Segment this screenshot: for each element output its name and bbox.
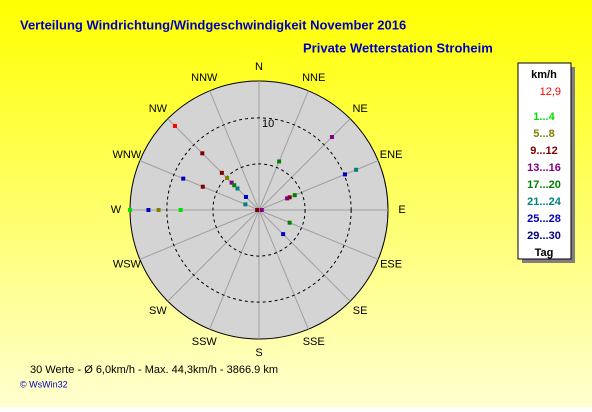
spoke <box>258 118 351 211</box>
data-point <box>225 176 230 181</box>
legend-box <box>517 62 572 260</box>
data-point <box>232 183 237 188</box>
spoke <box>209 90 260 211</box>
chart-title: Verteilung Windrichtung/Windgeschwindigk… <box>20 17 406 32</box>
legend-entry: 5...8 <box>533 128 554 140</box>
legend-entry: 29...30 <box>527 230 561 242</box>
direction-label: E <box>398 204 405 216</box>
data-point <box>235 186 240 191</box>
data-point <box>181 176 186 181</box>
legend-title: km/h <box>531 69 557 81</box>
legend-entry: Tag <box>535 247 554 259</box>
data-point <box>243 202 248 207</box>
direction-label: NE <box>352 103 367 115</box>
data-point <box>329 135 334 140</box>
credit: © WsWin32 <box>20 379 68 389</box>
data-point <box>287 220 292 225</box>
spoke <box>167 209 260 302</box>
direction-label: NW <box>149 103 168 115</box>
legend-entry: 13...16 <box>527 162 561 174</box>
data-point <box>354 167 359 172</box>
direction-label: SE <box>353 305 368 317</box>
data-point <box>146 208 151 212</box>
data-point <box>229 180 234 185</box>
r-tick-label: 10 <box>262 118 274 130</box>
spoke <box>258 160 379 211</box>
data-point <box>128 208 132 212</box>
data-point <box>285 196 290 201</box>
data-point <box>292 193 297 198</box>
direction-label: N <box>255 61 263 73</box>
legend-entry: 21...24 <box>527 196 562 208</box>
direction-label: SSE <box>303 336 325 348</box>
direction-label: NNE <box>302 72 325 84</box>
legend-entry: 17...20 <box>527 179 561 191</box>
grid-ring <box>166 117 352 303</box>
data-point <box>281 232 286 237</box>
data-point <box>156 208 161 212</box>
direction-label: W <box>111 204 122 216</box>
legend-entry: 1...4 <box>533 111 555 123</box>
data-point <box>172 123 177 128</box>
data-point <box>219 170 224 175</box>
direction-label: NNW <box>191 72 218 84</box>
data-point <box>200 151 205 156</box>
direction-label: ESE <box>380 259 402 271</box>
footer: 30 Werte - Ø 6,0km/h - Max. 44,3km/h - 3… <box>30 364 278 376</box>
legend-entry: 12,9 <box>540 86 561 98</box>
spoke <box>258 90 309 211</box>
grid-ring <box>212 163 306 257</box>
spoke <box>258 209 351 302</box>
data-point <box>277 159 282 164</box>
data-point <box>200 184 205 189</box>
data-point <box>255 208 260 212</box>
direction-label: SW <box>149 305 167 317</box>
chart-subtitle: Private Wetterstation Stroheim <box>303 40 493 55</box>
direction-label: SSW <box>192 336 218 348</box>
direction-label: ENE <box>380 149 403 161</box>
legend-entry: 9...12 <box>530 145 558 157</box>
spoke <box>258 209 379 260</box>
data-point <box>342 172 347 177</box>
direction-label: WNW <box>113 149 142 161</box>
direction-label: S <box>255 347 262 359</box>
data-point <box>287 195 292 200</box>
spoke <box>139 160 260 211</box>
data-point <box>259 208 264 212</box>
data-point <box>243 194 248 199</box>
spoke <box>139 209 260 260</box>
direction-label: WSW <box>113 259 142 271</box>
legend-entry: 25...28 <box>527 213 561 225</box>
spoke <box>167 118 260 211</box>
spoke <box>209 209 260 330</box>
spoke <box>258 209 309 330</box>
data-point <box>178 208 183 212</box>
